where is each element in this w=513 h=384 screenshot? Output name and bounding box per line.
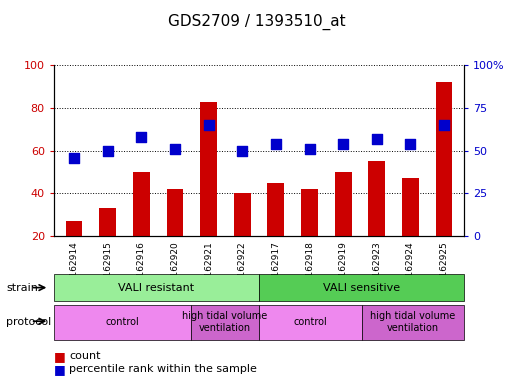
Bar — [301, 189, 318, 236]
Text: GDS2709 / 1393510_at: GDS2709 / 1393510_at — [168, 13, 345, 30]
Bar — [234, 194, 251, 236]
Text: percentile rank within the sample: percentile rank within the sample — [69, 364, 257, 374]
Point — [238, 147, 246, 154]
Bar — [267, 183, 284, 236]
Text: VALI sensitive: VALI sensitive — [323, 283, 400, 293]
Point — [205, 122, 213, 128]
Bar — [402, 179, 419, 236]
Point — [406, 141, 415, 147]
Bar — [66, 221, 83, 236]
Text: count: count — [69, 351, 101, 361]
Text: ■: ■ — [54, 350, 66, 363]
Text: VALI resistant: VALI resistant — [119, 283, 194, 293]
Bar — [436, 82, 452, 236]
Point — [272, 141, 280, 147]
Point — [104, 147, 112, 154]
Text: control: control — [105, 317, 139, 327]
Point — [440, 122, 448, 128]
Bar — [100, 209, 116, 236]
Text: control: control — [293, 317, 327, 327]
Point — [373, 136, 381, 142]
Bar — [200, 102, 217, 236]
Text: high tidal volume
ventilation: high tidal volume ventilation — [182, 311, 267, 333]
Text: ■: ■ — [54, 363, 66, 376]
Point — [137, 134, 145, 140]
Bar — [335, 172, 351, 236]
Bar — [133, 172, 150, 236]
Text: protocol: protocol — [6, 317, 51, 327]
Point — [305, 146, 313, 152]
Point — [171, 146, 179, 152]
Point — [339, 141, 347, 147]
Text: high tidal volume
ventilation: high tidal volume ventilation — [370, 311, 456, 333]
Bar — [368, 161, 385, 236]
Point — [70, 154, 78, 161]
Bar — [167, 189, 183, 236]
Text: strain: strain — [6, 283, 38, 293]
